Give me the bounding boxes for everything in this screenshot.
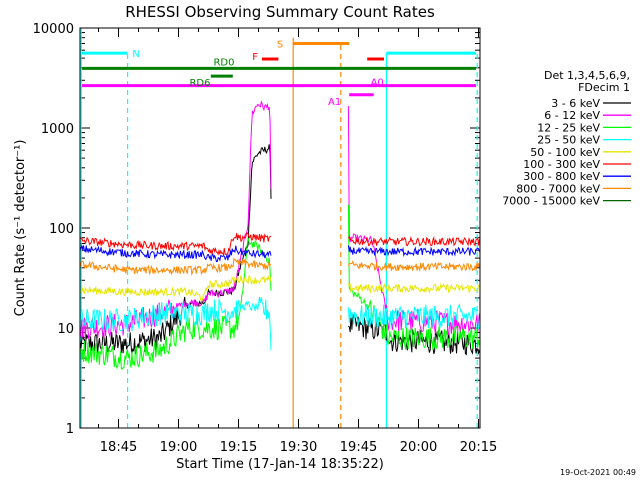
legend-label: 100 - 300 keV [523,158,600,171]
state-bar-label: A0 [371,78,384,89]
legend-label: 800 - 7000 keV [516,182,600,195]
series-line-4 [79,274,480,302]
x-tick-label: 19:15 [220,440,257,455]
series-line-6 [79,243,480,263]
x-tick-label: 19:00 [160,440,197,455]
series-line-2 [79,204,480,370]
legend-label: 7000 - 15000 keV [502,195,600,208]
y-axis-label: Count Rate (s⁻¹ detector⁻¹) [13,140,28,317]
plot-frame [79,27,481,429]
state-bar-label: A1 [328,97,341,108]
legend-label: 12 - 25 keV [537,121,600,134]
legend-label: 300 - 800 keV [523,170,600,183]
state-bar-label: RD0 [213,57,234,68]
series-line-5 [79,232,480,257]
x-tick-label: 18:45 [100,440,137,455]
legend-header-line-1: Det 1,3,4,5,6,9, [544,69,630,82]
state-bar-label: F [252,52,258,63]
chart-title: RHESSI Observing Summary Count Rates [125,3,435,21]
y-tick-label: 10000 [33,22,74,37]
state-bar-label: N [132,49,139,60]
state-bar-label: RD6 [189,78,210,89]
series-line-7 [79,257,480,276]
series-line-1 [79,100,480,340]
legend-label: 50 - 100 keV [530,146,600,159]
y-tick-label: 10 [57,322,74,337]
x-tick-label: 20:00 [400,440,437,455]
legend-label: 3 - 6 keV [551,97,600,110]
legend-header-line-2: FDecim 1 [578,81,630,94]
x-tick-label: 19:45 [340,440,377,455]
x-tick-label: 20:15 [460,440,497,455]
y-tick-label: 1000 [41,122,74,137]
plot-layer: 1 10 100 1000 10000 18:45 19:00 19:15 19:30 19:45… [33,22,498,455]
legend-label: 25 - 50 keV [537,134,600,147]
footer-timestamp: 19-Oct-2021 00:49 [560,468,636,477]
x-axis-label: Start Time (17-Jan-14 18:35:22) [176,457,384,472]
y-tick-label: 100 [49,222,74,237]
state-bar-label: S [277,39,283,50]
x-tick-label: 19:30 [280,440,317,455]
series-line-3 [79,296,480,351]
legend-label: 6 - 12 keV [544,109,600,122]
y-tick-label: 1 [66,422,74,437]
